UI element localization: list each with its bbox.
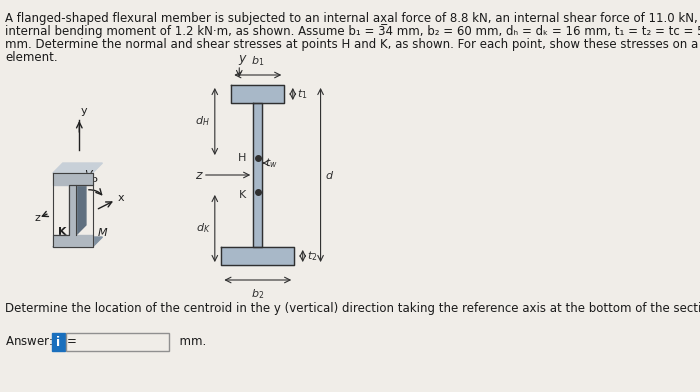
Text: $d$: $d$: [326, 169, 335, 181]
Text: Determine the location of the centroid in the y (vertical) direction taking the : Determine the location of the centroid i…: [6, 302, 700, 315]
Text: $t_1$: $t_1$: [298, 87, 308, 101]
Polygon shape: [53, 163, 102, 173]
Text: mm.: mm.: [172, 335, 206, 348]
Polygon shape: [221, 247, 294, 265]
Bar: [53, 173, 92, 185]
Text: internal bending moment of 1.2 kN·m, as shown. Assume b₁ = 34 mm, b₂ = 60 mm, dₕ: internal bending moment of 1.2 kN·m, as …: [6, 25, 700, 38]
Polygon shape: [53, 237, 102, 247]
Polygon shape: [253, 103, 262, 247]
Text: $d_K$: $d_K$: [195, 221, 210, 235]
Text: P: P: [90, 177, 97, 187]
Text: element.: element.: [6, 51, 58, 64]
Text: M: M: [98, 228, 107, 238]
Bar: [69, 185, 76, 235]
Text: H: H: [58, 178, 67, 188]
Text: K: K: [58, 227, 66, 237]
Text: K: K: [239, 190, 246, 200]
Bar: [52, 333, 65, 351]
Text: $b_1$: $b_1$: [251, 54, 265, 68]
Text: i: i: [56, 336, 60, 348]
Text: mm. Determine the normal and shear stresses at points H and K, as shown. For eac: mm. Determine the normal and shear stres…: [6, 38, 700, 51]
Text: x: x: [118, 193, 125, 203]
Text: $t_2$: $t_2$: [307, 249, 318, 263]
Polygon shape: [76, 175, 86, 235]
Text: Answer: $\bar{y}$ =: Answer: $\bar{y}$ =: [6, 335, 78, 352]
Text: H: H: [237, 153, 246, 163]
Text: $b_2$: $b_2$: [251, 287, 265, 301]
Bar: [66, 333, 169, 351]
Text: z: z: [34, 213, 40, 223]
Text: V: V: [85, 170, 92, 180]
Text: y: y: [238, 52, 245, 65]
Text: y: y: [80, 106, 88, 116]
Bar: [53, 235, 92, 247]
Polygon shape: [231, 85, 284, 103]
Text: A flanged-shaped flexural member is subjected to an internal ax̲al force of 8.8 : A flanged-shaped flexural member is subj…: [6, 12, 700, 25]
Text: z: z: [195, 169, 202, 181]
Text: $d_H$: $d_H$: [195, 114, 210, 128]
Text: $t_w$: $t_w$: [265, 156, 278, 170]
